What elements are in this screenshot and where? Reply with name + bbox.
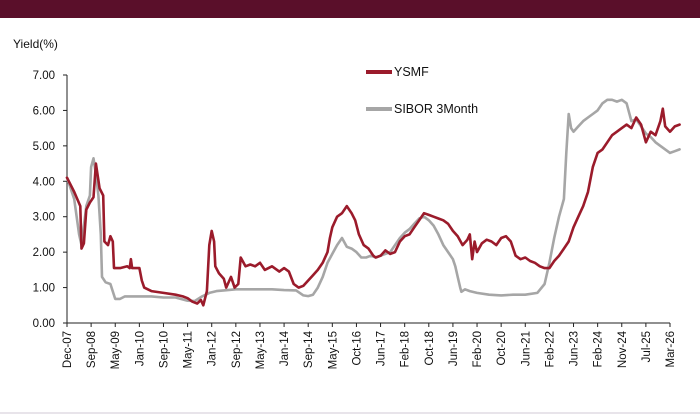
y-tick-label: 0.00 bbox=[33, 318, 55, 330]
series-line-sibor-3month bbox=[65, 98, 681, 303]
y-tick-label: 1.00 bbox=[33, 283, 55, 295]
x-tick-label: Jun-19 bbox=[448, 331, 460, 366]
series-line-ysmf bbox=[65, 107, 681, 307]
x-tick-label: Oct-20 bbox=[496, 331, 508, 366]
x-tick-label: Jun-21 bbox=[520, 331, 532, 366]
x-tick-label: Jan-14 bbox=[279, 330, 291, 366]
x-tick-label: May-15 bbox=[327, 331, 339, 369]
x-tick-label: Oct-16 bbox=[351, 331, 363, 366]
y-tick-label: 2.00 bbox=[33, 247, 55, 259]
x-tick-label: Sep-10 bbox=[158, 331, 170, 368]
x-tick-label: Nov-24 bbox=[617, 330, 629, 368]
x-tick-label: Sep-14 bbox=[303, 330, 315, 368]
x-tick-label: Sep-08 bbox=[86, 331, 98, 368]
x-tick-label: Dec-07 bbox=[62, 331, 74, 368]
x-tick-label: Jan-10 bbox=[134, 331, 146, 366]
x-axis: Dec-07 Sep-08 May-09 Jan-10 Sep-10 May-11 Jan-… bbox=[62, 322, 677, 369]
x-tick-label: Jul-25 bbox=[641, 331, 653, 362]
legend-label-sibor-3month: SIBOR 3Month bbox=[394, 102, 478, 116]
y-tick-label: 7.00 bbox=[33, 70, 55, 82]
x-tick-label: Jan-12 bbox=[207, 331, 219, 366]
plot-area bbox=[65, 98, 681, 307]
x-tick-label: Mar-26 bbox=[665, 331, 677, 367]
y-axis: 0.00 1.00 2.00 3.00 4.00 5.00 6.00 7.00 bbox=[33, 70, 68, 330]
x-tick-label: Jun-17 bbox=[376, 331, 388, 366]
x-tick-label: Feb-20 bbox=[472, 331, 484, 367]
y-tick-label: 6.00 bbox=[33, 105, 55, 117]
x-tick-label: Feb-18 bbox=[400, 331, 412, 367]
x-tick-label: Sep-12 bbox=[231, 331, 243, 368]
x-tick-label: Feb-24 bbox=[593, 330, 605, 367]
x-tick-label: May-11 bbox=[183, 331, 195, 369]
y-tick-label: 3.00 bbox=[33, 212, 55, 224]
bottom-divider bbox=[0, 412, 700, 414]
y-tick-label: 5.00 bbox=[33, 141, 55, 153]
x-tick-label: May-13 bbox=[255, 331, 267, 369]
x-tick-label: Oct-18 bbox=[424, 331, 436, 366]
legend-label-ysmf: YSMF bbox=[394, 65, 429, 79]
y-axis-label: Yield(%) bbox=[13, 37, 58, 51]
x-tick-label: Jun-23 bbox=[569, 331, 581, 366]
legend: YSMF SIBOR 3Month bbox=[366, 65, 478, 116]
x-tick-label: Feb-22 bbox=[544, 331, 556, 367]
header-bar bbox=[0, 0, 700, 18]
y-tick-label: 4.00 bbox=[33, 176, 55, 188]
x-tick-label: May-09 bbox=[110, 331, 122, 369]
